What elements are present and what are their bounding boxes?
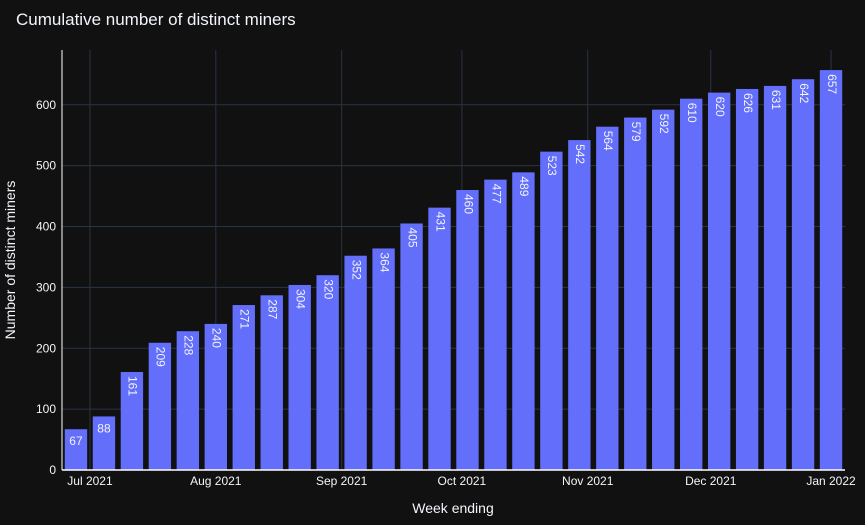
bar bbox=[484, 179, 507, 471]
bar bbox=[316, 275, 339, 470]
data-label: 657 bbox=[825, 74, 839, 94]
x-tick-label: Jan 2022 bbox=[806, 474, 856, 488]
bar bbox=[540, 151, 563, 471]
x-axis-label: Week ending bbox=[412, 500, 493, 516]
y-axis-label: Number of distinct miners bbox=[2, 181, 18, 340]
bar bbox=[735, 88, 759, 471]
bar bbox=[624, 117, 647, 470]
bar bbox=[288, 284, 311, 470]
data-label: 542 bbox=[573, 144, 587, 164]
data-label: 67 bbox=[69, 434, 83, 448]
bar bbox=[204, 323, 227, 470]
data-label: 579 bbox=[629, 122, 643, 142]
data-label: 642 bbox=[797, 83, 811, 103]
bar bbox=[232, 305, 255, 470]
bar bbox=[176, 331, 200, 470]
data-label: 564 bbox=[601, 131, 615, 151]
data-label: 161 bbox=[126, 376, 140, 396]
data-label: 271 bbox=[238, 309, 252, 329]
data-label: 320 bbox=[321, 279, 335, 299]
data-label: 405 bbox=[405, 227, 419, 247]
data-label: 460 bbox=[461, 194, 475, 214]
data-label: 364 bbox=[377, 252, 391, 272]
data-label: 209 bbox=[154, 347, 168, 367]
bar bbox=[763, 85, 787, 471]
bar bbox=[512, 172, 535, 470]
axis-ticks: 0 100 200 300 400 500 600 Jul 2021 Aug 2021 Sep 2… bbox=[36, 50, 856, 488]
data-label: 631 bbox=[769, 90, 783, 110]
x-tick-label: Nov 2021 bbox=[562, 474, 614, 488]
x-tick-label: Oct 2021 bbox=[438, 474, 487, 488]
chart-title: Cumulative number of distinct miners bbox=[16, 10, 296, 29]
data-label: 620 bbox=[713, 97, 727, 117]
data-label: 477 bbox=[489, 184, 503, 204]
data-label: 88 bbox=[97, 421, 111, 435]
data-label: 431 bbox=[433, 212, 447, 232]
y-tick-label: 500 bbox=[36, 159, 56, 173]
bar bbox=[680, 98, 703, 471]
bar bbox=[148, 342, 172, 470]
bar bbox=[400, 223, 423, 470]
data-label: 352 bbox=[349, 260, 363, 280]
y-tick-label: 0 bbox=[49, 463, 56, 477]
data-label: 489 bbox=[517, 176, 531, 196]
data-label: 287 bbox=[266, 299, 280, 319]
bar bbox=[791, 79, 815, 470]
bar bbox=[707, 92, 731, 470]
bar bbox=[596, 126, 619, 471]
data-label: 304 bbox=[294, 289, 308, 309]
data-label: 523 bbox=[545, 156, 559, 176]
y-tick-label: 600 bbox=[36, 98, 56, 112]
x-tick-label: Jul 2021 bbox=[67, 474, 113, 488]
bar bbox=[64, 429, 88, 470]
bar bbox=[92, 416, 116, 470]
y-tick-label: 100 bbox=[36, 402, 56, 416]
bar bbox=[120, 372, 144, 470]
bar bbox=[260, 295, 283, 470]
bar bbox=[428, 207, 451, 471]
y-tick-label: 400 bbox=[36, 220, 56, 234]
y-tick-label: 300 bbox=[36, 280, 56, 294]
x-tick-label: Aug 2021 bbox=[190, 474, 242, 488]
data-label: 626 bbox=[741, 93, 755, 113]
bar bbox=[819, 70, 843, 470]
x-tick-label: Sep 2021 bbox=[316, 474, 368, 488]
bar bbox=[456, 190, 479, 470]
data-label: 610 bbox=[685, 103, 699, 123]
data-label: 228 bbox=[182, 335, 196, 355]
bar bbox=[372, 248, 395, 470]
bars-group: 67 88 161 209 228 240 271 287 304 320 352 364 405 431… bbox=[64, 70, 843, 471]
bar bbox=[568, 140, 591, 470]
bar bbox=[344, 255, 367, 470]
data-label: 240 bbox=[210, 328, 224, 348]
bar bbox=[652, 109, 675, 471]
y-tick-label: 200 bbox=[36, 341, 56, 355]
data-label: 592 bbox=[657, 114, 671, 134]
x-tick-label: Dec 2021 bbox=[685, 474, 737, 488]
